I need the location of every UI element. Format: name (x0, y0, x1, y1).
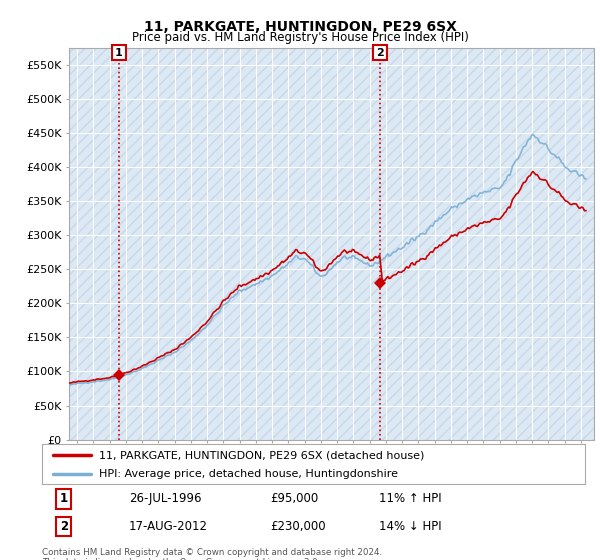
Text: 14% ↓ HPI: 14% ↓ HPI (379, 520, 441, 533)
Text: 17-AUG-2012: 17-AUG-2012 (129, 520, 208, 533)
Text: Contains HM Land Registry data © Crown copyright and database right 2024.
This d: Contains HM Land Registry data © Crown c… (42, 548, 382, 560)
Text: 11, PARKGATE, HUNTINGDON, PE29 6SX (detached house): 11, PARKGATE, HUNTINGDON, PE29 6SX (deta… (99, 450, 424, 460)
Text: 11, PARKGATE, HUNTINGDON, PE29 6SX: 11, PARKGATE, HUNTINGDON, PE29 6SX (143, 20, 457, 34)
Text: 2: 2 (59, 520, 68, 533)
Text: 26-JUL-1996: 26-JUL-1996 (129, 492, 202, 506)
Text: HPI: Average price, detached house, Huntingdonshire: HPI: Average price, detached house, Hunt… (99, 469, 398, 479)
Text: £230,000: £230,000 (270, 520, 326, 533)
Text: £95,000: £95,000 (270, 492, 319, 506)
Text: Price paid vs. HM Land Registry's House Price Index (HPI): Price paid vs. HM Land Registry's House … (131, 31, 469, 44)
Text: 2: 2 (376, 48, 384, 58)
Text: 1: 1 (115, 48, 123, 58)
Text: 1: 1 (59, 492, 68, 506)
Text: 11% ↑ HPI: 11% ↑ HPI (379, 492, 441, 506)
